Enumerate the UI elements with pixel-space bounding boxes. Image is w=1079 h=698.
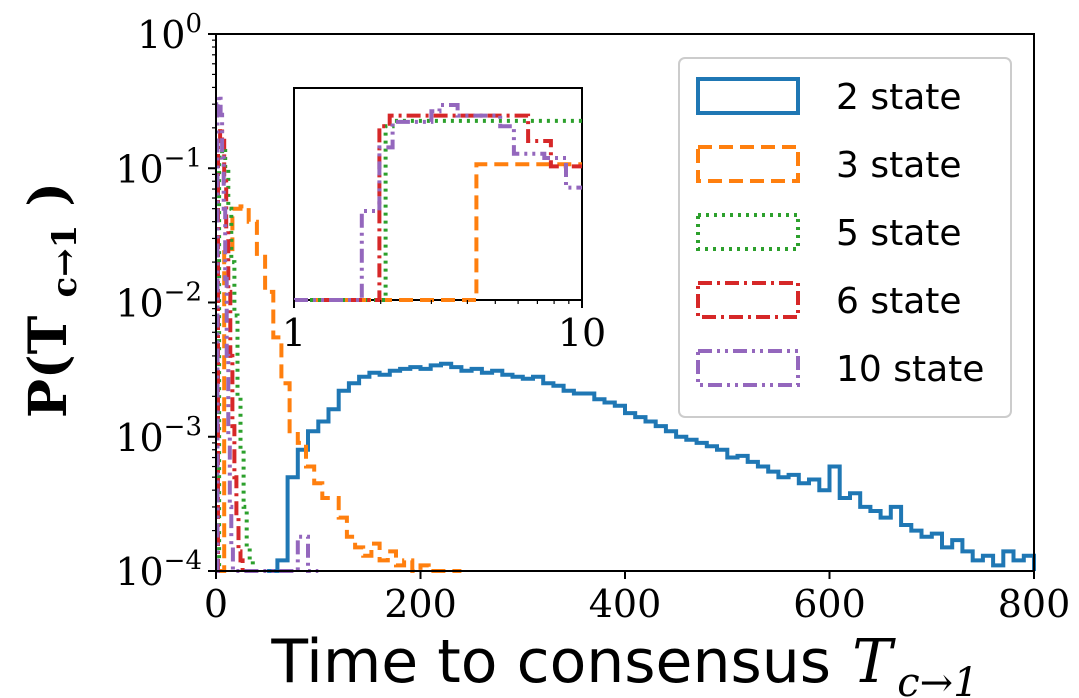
inset-series-6-state-line bbox=[294, 113, 582, 302]
legend-label: 3 state bbox=[836, 145, 962, 186]
inset-plot: 1 10 bbox=[282, 87, 606, 355]
x-tick-label: 200 bbox=[384, 582, 457, 626]
y-tick-label: 10−3 bbox=[115, 412, 202, 460]
y-tick-label: 10−2 bbox=[115, 278, 202, 326]
legend-swatch bbox=[696, 349, 800, 387]
x-tick-label: 0 bbox=[204, 582, 228, 626]
inset-series-layer bbox=[294, 103, 582, 302]
series-2-state-line bbox=[267, 361, 1036, 573]
legend-swatch bbox=[696, 77, 800, 115]
inset-series-3-state-line bbox=[294, 162, 582, 302]
legend-swatch bbox=[696, 145, 800, 183]
inset-x-tick-label: 10 bbox=[558, 311, 606, 355]
inset-frame bbox=[293, 87, 583, 301]
legend-label: 6 state bbox=[836, 281, 962, 322]
legend-label: 5 state bbox=[836, 213, 962, 254]
legend-label: 2 state bbox=[836, 77, 962, 118]
inset-x-tick-label: 1 bbox=[282, 311, 306, 355]
inset-series-10-state-line bbox=[294, 103, 582, 302]
series-3-state-line bbox=[216, 204, 462, 573]
y-tick-label: 10−4 bbox=[115, 546, 202, 594]
y-tick-label: 100 bbox=[137, 9, 202, 57]
x-tick-label: 400 bbox=[589, 582, 662, 626]
y-axis-title: P(T c→1 ) bbox=[18, 182, 89, 418]
y-tick-label: 10−1 bbox=[115, 143, 202, 191]
x-tick-label: 600 bbox=[793, 582, 866, 626]
series-5-state-line bbox=[216, 146, 256, 573]
legend-label: 10 state bbox=[836, 349, 984, 390]
x-tick-label: 800 bbox=[998, 582, 1071, 626]
legend-swatch bbox=[696, 213, 800, 251]
x-axis-title: Time to consensus T c→1 bbox=[270, 627, 978, 698]
axes-layer: 0 200 400 600 800 100 10−1 10−2 10−3 10−4 bbox=[115, 9, 1070, 626]
legend: 2 state 3 state 5 state 6 state 10 state bbox=[678, 57, 1012, 418]
legend-swatch bbox=[696, 281, 800, 319]
inset-axes-layer: 1 10 bbox=[282, 300, 606, 355]
